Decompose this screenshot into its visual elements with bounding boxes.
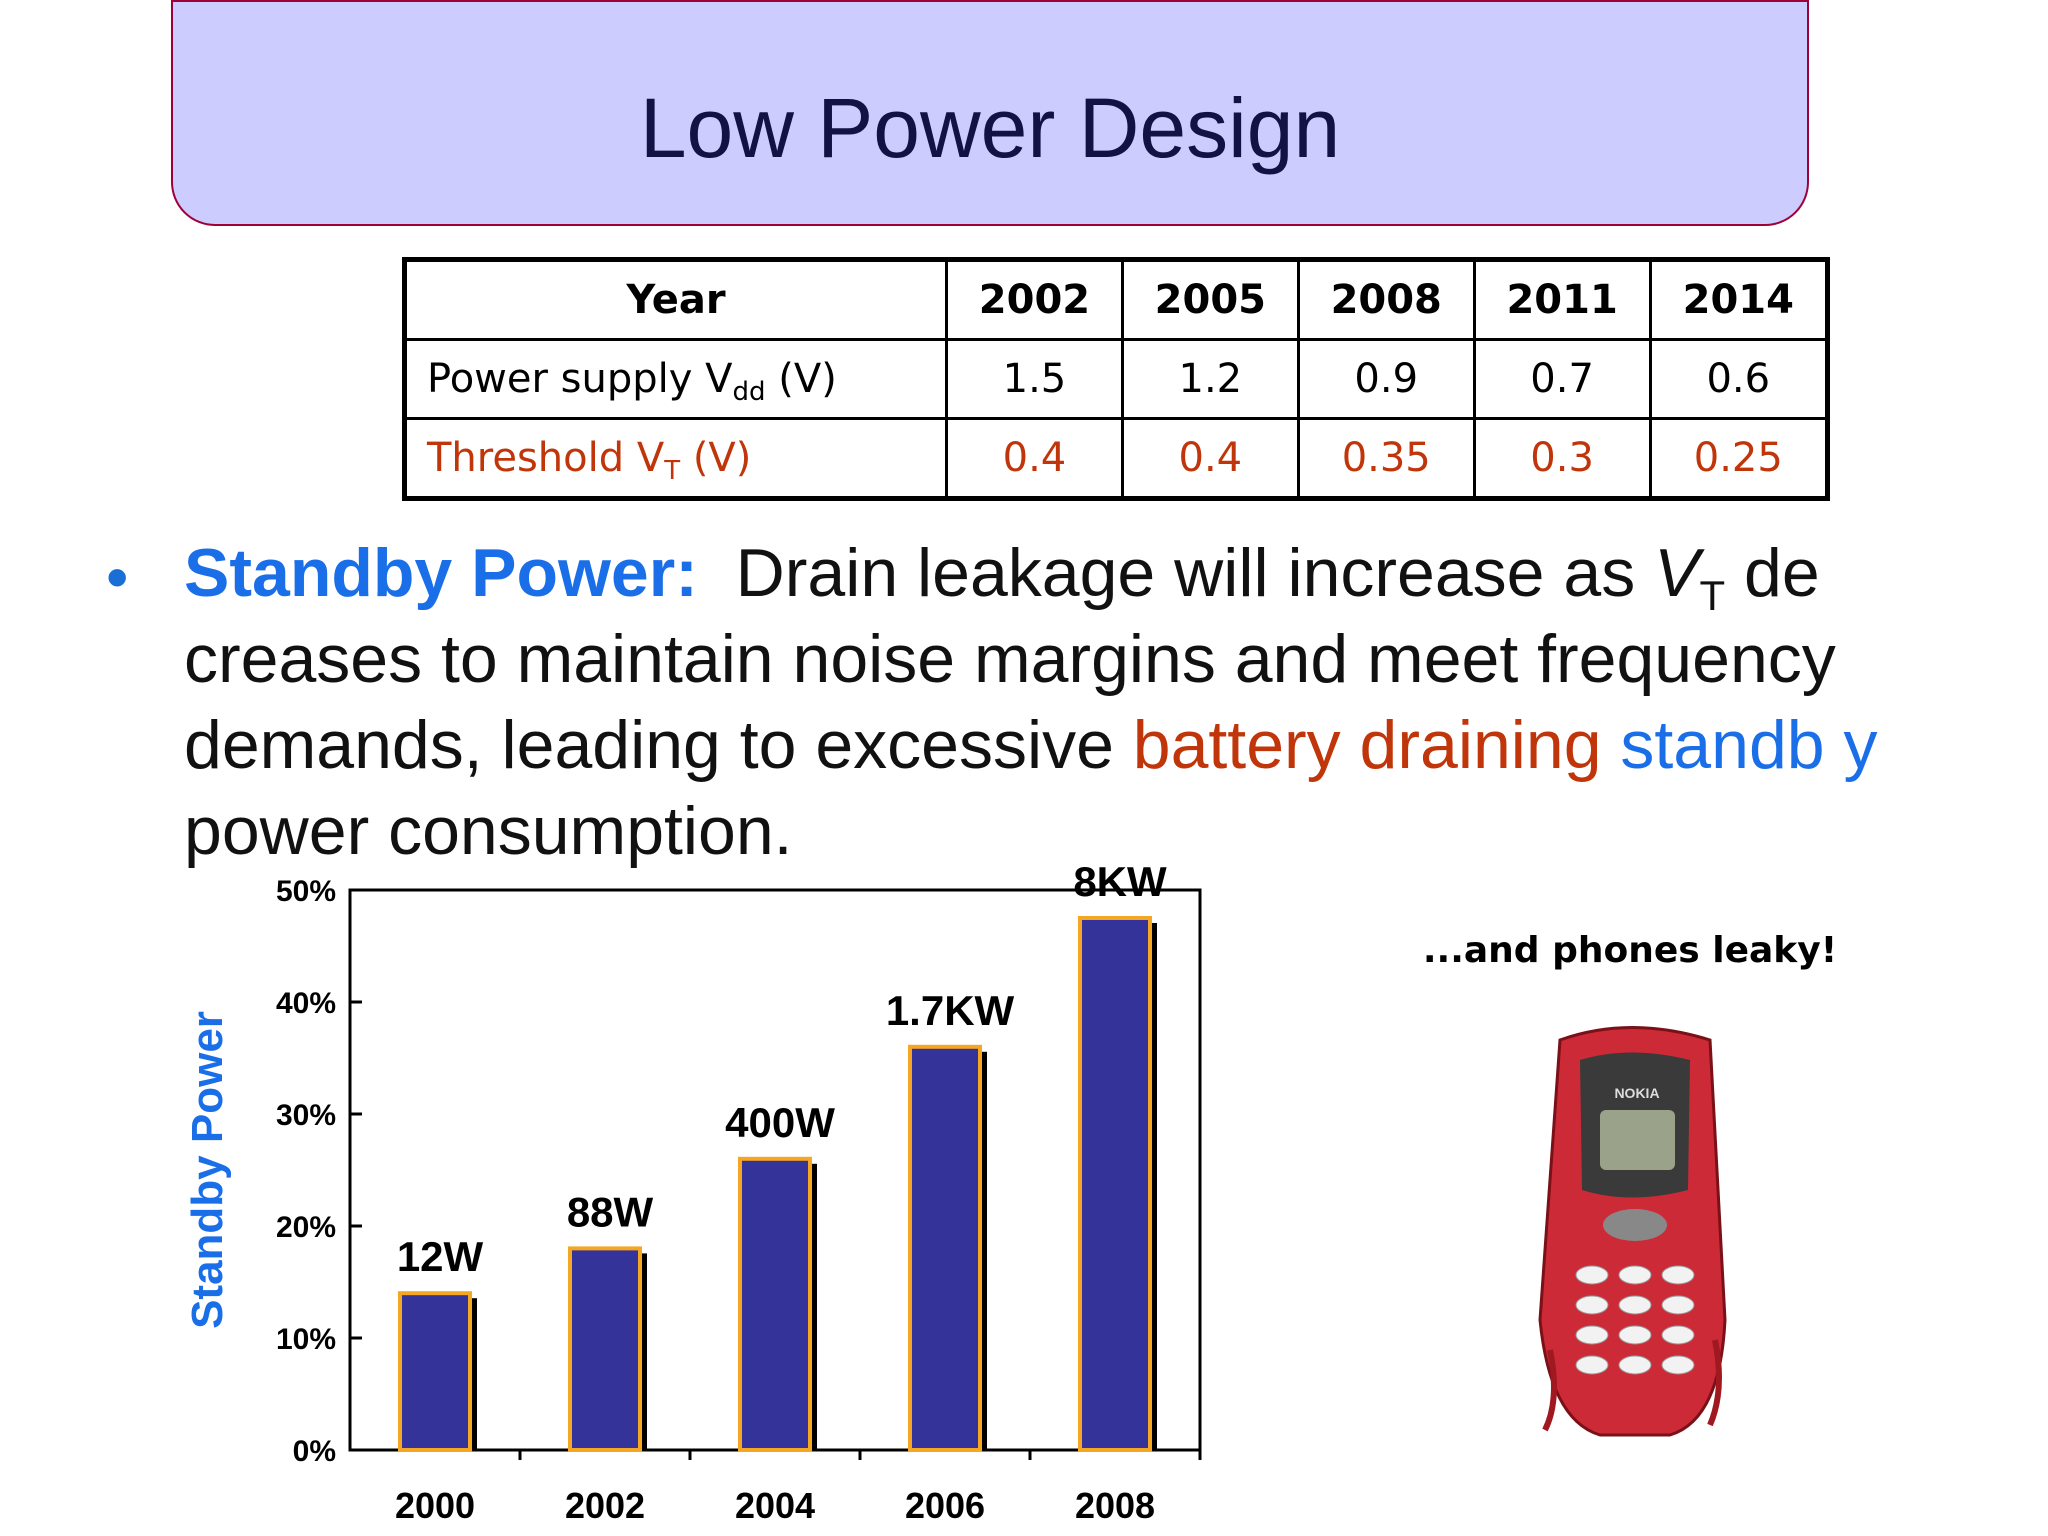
y-axis-label: Standby Power [183, 1011, 232, 1329]
table-cell: 1.2 [1120, 338, 1300, 420]
data-label: 8KW [1073, 858, 1167, 905]
table-header-cell: 2008 [1296, 258, 1476, 341]
row-label-vt: Threshold VT (V) [403, 417, 948, 500]
bullet-text-3: power consumption. [184, 793, 793, 869]
table-cell: 0.25 [1648, 417, 1830, 500]
table-cell: 0.6 [1648, 338, 1830, 420]
bullet-red-text: battery draining [1132, 707, 1602, 783]
y-tick-label: 30% [276, 1099, 336, 1132]
y-tick-label: 0% [293, 1435, 336, 1468]
vt-symbol: VT [1654, 535, 1725, 617]
vt-label-main: Threshold V [427, 435, 665, 481]
x-tick-label: 2002 [565, 1485, 645, 1526]
vdd-label-unit: (V) [765, 356, 837, 402]
table-cell: 0.7 [1472, 338, 1652, 420]
title-banner: Low Power Design [171, 0, 1809, 226]
bar [398, 1291, 472, 1453]
vdd-label-sub: dd [732, 377, 766, 407]
standby-power-chart: 0% 10% 20% 30% 40% 50% Standby Power 12W 2000 88W… [183, 858, 1202, 1526]
voltage-table: Year 2002 2005 2008 2011 2014 Power supp… [402, 257, 1830, 501]
bar [908, 1044, 982, 1453]
table-cell: 0.35 [1296, 417, 1476, 500]
leaky-phone-icon: NOKIA [1538, 1026, 1727, 1437]
table-header-cell: 2011 [1472, 258, 1652, 341]
vt-label-unit: (V) [680, 435, 752, 481]
table-header-cell: 2002 [945, 258, 1124, 341]
svg-text:NOKIA: NOKIA [1614, 1085, 1659, 1101]
bullet-text-1: Drain leakage will increase as [735, 535, 1655, 611]
table-header-row: Year 2002 2005 2008 2011 2014 [403, 258, 1830, 341]
table-header-cell: 2014 [1648, 258, 1830, 341]
row-label-vdd: Power supply Vdd (V) [403, 338, 948, 420]
bar [738, 1156, 812, 1452]
table-cell: 0.3 [1472, 417, 1652, 500]
table-header-cell: Year [403, 258, 948, 341]
x-tick-label: 2006 [905, 1485, 985, 1526]
vt-symbol-main: V [1654, 535, 1700, 611]
bullet-text: Standby Power: Drain leakage will increa… [184, 530, 1944, 874]
data-label: 400W [725, 1099, 835, 1146]
table-cell: 0.9 [1296, 338, 1476, 420]
data-label: 1.7KW [886, 987, 1015, 1034]
table-row-vt: Threshold VT (V) 0.4 0.4 0.35 0.3 0.25 [403, 417, 1830, 500]
bar [1078, 916, 1152, 1452]
x-tick-label: 2000 [395, 1485, 475, 1526]
x-tick-label: 2004 [735, 1485, 815, 1526]
x-tick-label: 2008 [1075, 1485, 1155, 1526]
data-label: 12W [397, 1233, 484, 1280]
bullet-text-2: de creases to maintain noise margins and… [184, 535, 1836, 783]
bar [568, 1246, 642, 1452]
y-tick-label: 40% [276, 987, 336, 1020]
slide-title: Low Power Design [639, 80, 1341, 175]
y-tick-label: 10% [276, 1323, 336, 1356]
table-cell: 1.5 [945, 338, 1124, 420]
table-cell: 0.4 [945, 417, 1124, 500]
vdd-label-main: Power supply V [427, 356, 733, 402]
vt-label-sub: T [664, 456, 681, 486]
table-header-cell: 2005 [1120, 258, 1300, 341]
y-tick-label: 50% [276, 875, 336, 908]
table-row-vdd: Power supply Vdd (V) 1.5 1.2 0.9 0.7 0.6 [403, 338, 1830, 420]
table-cell: 0.4 [1120, 417, 1300, 500]
bullet-icon: • [106, 541, 129, 613]
bullet-lead: Standby Power: [184, 535, 698, 611]
bullet-blue-text: standb y [1601, 707, 1878, 783]
vt-symbol-sub: T [1699, 572, 1726, 619]
y-tick-label: 20% [276, 1211, 336, 1244]
phone-caption: ...and phones leaky! [1422, 930, 1838, 971]
data-label: 88W [567, 1188, 654, 1235]
